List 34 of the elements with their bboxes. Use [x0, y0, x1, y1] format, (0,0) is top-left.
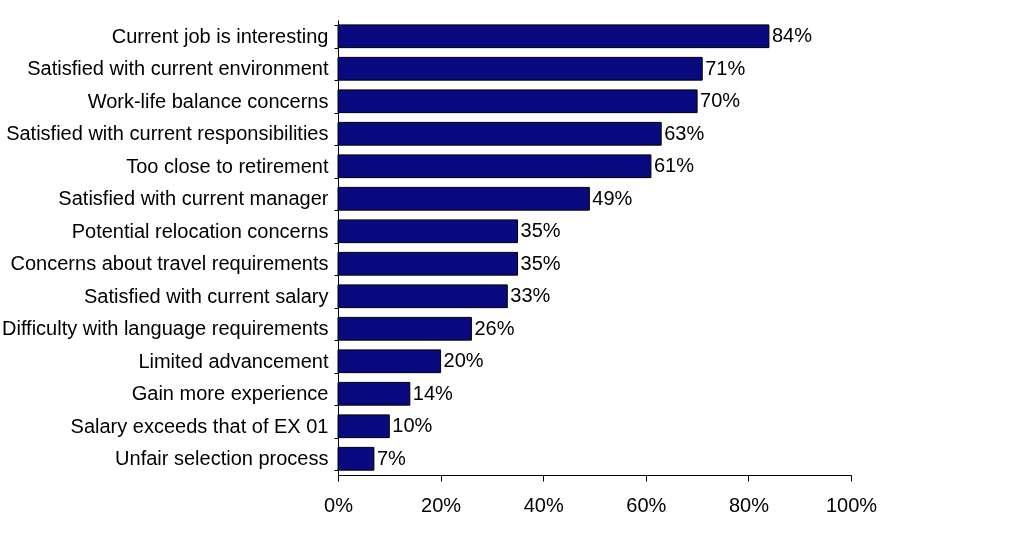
- data-label: 20%: [443, 349, 484, 372]
- y-tick-label: Potential relocation concerns: [71, 219, 329, 242]
- data-label: 26%: [474, 316, 515, 339]
- x-tick-label: 60%: [626, 493, 667, 516]
- y-tick-label: Limited advancement: [138, 349, 329, 372]
- y-tick-label: Satisfied with current salary: [83, 284, 329, 307]
- data-label: 71%: [705, 56, 746, 79]
- y-tick-label: Salary exceeds that of EX 01: [70, 414, 329, 437]
- data-label: 84%: [771, 24, 813, 47]
- data-label: 10%: [392, 414, 433, 437]
- x-tick-label: 100%: [825, 493, 878, 516]
- y-tick-label: Gain more experience: [131, 382, 329, 405]
- y-tick-label: Difficulty with language requirements: [2, 317, 329, 340]
- y-tick-label: Satisfied with current manager: [58, 187, 329, 210]
- data-label: 35%: [520, 219, 561, 242]
- x-tick-label: 0%: [324, 493, 354, 516]
- y-tick-label: Unfair selection process: [115, 447, 329, 470]
- x-tick-label: 80%: [728, 493, 770, 516]
- data-label: 70%: [700, 89, 741, 112]
- y-tick-label: Too close to retirement: [126, 154, 329, 177]
- data-label: 7%: [376, 446, 407, 469]
- data-label: 49%: [592, 186, 633, 209]
- data-label: 33%: [510, 284, 551, 307]
- data-label: 63%: [664, 121, 705, 144]
- y-tick-label: Work-life balance concerns: [87, 89, 329, 112]
- x-tick-label: 20%: [421, 493, 462, 516]
- y-tick-label: Satisfied with current environment: [27, 57, 329, 80]
- y-tick-label: Satisfied with current responsibilities: [6, 122, 329, 145]
- data-label: 35%: [520, 251, 561, 274]
- y-tick-label: Current job is interesting: [111, 24, 329, 47]
- x-tick-label: 40%: [523, 493, 564, 516]
- y-tick-label: Concerns about travel requirements: [10, 252, 329, 275]
- data-label: 61%: [653, 154, 695, 177]
- data-label: 14%: [412, 381, 454, 404]
